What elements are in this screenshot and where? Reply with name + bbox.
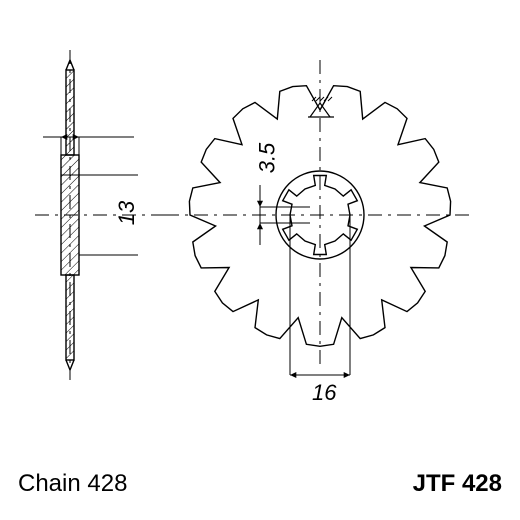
dim-groove-width: 3.5 — [254, 143, 280, 174]
drawing-canvas: Chain 428 JTF 428 16 13 3.5 — [0, 0, 520, 520]
part-number-label: JTF 428 — [413, 470, 502, 498]
dim-spline-width: 13 — [114, 201, 140, 225]
dim-hub-diameter: 16 — [312, 380, 336, 406]
chain-spec-label: Chain 428 — [18, 470, 127, 498]
